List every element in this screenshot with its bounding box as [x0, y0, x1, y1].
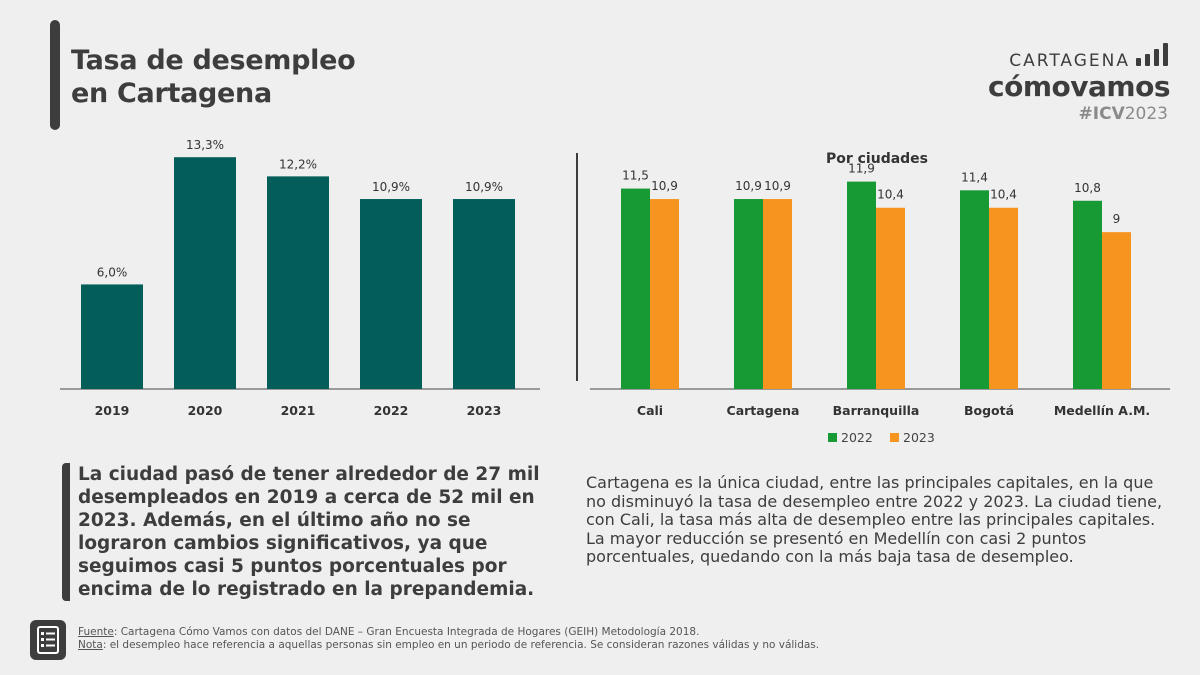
tick-label-Cartagena: Cartagena: [727, 403, 800, 418]
summary-text-right: Cartagena es la única ciudad, entre las …: [586, 473, 1163, 566]
data-label-Barranquilla-2022: 11,9: [848, 162, 875, 176]
bar-2020: [174, 157, 236, 389]
chart-title: Por ciudades: [826, 151, 928, 167]
source-label: Fuente: [78, 626, 114, 638]
bar-Bogotá-2023: [989, 207, 1018, 389]
legend-label-2022: 2022: [841, 430, 873, 445]
tick-label-Cali: Cali: [637, 403, 663, 418]
tick-label-2022: 2022: [374, 403, 409, 418]
bar-Barranquilla-2022: [847, 181, 876, 389]
data-label-Medellín A.M.-2022: 10,8: [1074, 181, 1101, 195]
footer-notes: Fuente: Cartagena Cómo Vamos con datos d…: [78, 626, 838, 652]
data-label-Medellín A.M.-2023: 9: [1113, 212, 1121, 226]
tick-label-2020: 2020: [188, 403, 223, 418]
bar-2022: [360, 199, 422, 389]
chart-divider: [576, 153, 578, 381]
source-note: Fuente: Cartagena Cómo Vamos con datos d…: [78, 626, 838, 639]
brand-hashtag: #ICV2023: [1079, 104, 1168, 124]
tick-label-2019: 2019: [95, 403, 130, 418]
signal-bars-icon: [1136, 42, 1170, 66]
tick-label-Barranquilla: Barranquilla: [833, 403, 920, 418]
note-text: : el desempleo hace referencia a aquella…: [102, 639, 820, 651]
data-label-Bogotá-2023: 10,4: [990, 188, 1017, 202]
bar-Bogotá-2022: [960, 190, 989, 389]
data-label-2023: 10,9%: [465, 180, 503, 194]
source-text: : Cartagena Cómo Vamos con datos del DAN…: [113, 626, 700, 638]
data-label-2021: 12,2%: [279, 157, 317, 171]
brand-hashtag-label: #ICV: [1078, 104, 1125, 124]
bar-Medellín A.M.-2022: [1073, 200, 1102, 389]
data-label-2020: 13,3%: [186, 140, 224, 152]
bar-2019: [81, 284, 143, 389]
tick-label-Bogotá: Bogotá: [964, 403, 1014, 418]
data-label-Cartagena-2022: 10,9: [735, 179, 762, 193]
brand-name: cómovamos: [988, 70, 1170, 103]
yearly-unemployment-chart: 6,0% 2019 13,3% 2020 12,2% 2021 10,9% 2022 10,9%…: [60, 140, 540, 418]
data-label-Cali-2023: 10,9: [651, 179, 678, 193]
bar-Barranquilla-2023: [876, 207, 905, 389]
data-label-2022: 10,9%: [372, 180, 410, 194]
note-label: Nota: [78, 639, 103, 651]
data-label-2019: 6,0%: [97, 265, 128, 279]
definition-note: Nota: el desempleo hace referencia a aqu…: [78, 639, 838, 652]
document-list-icon: [30, 620, 66, 660]
legend-swatch-2022: [828, 433, 837, 442]
bar-2021: [267, 176, 329, 389]
brand-logo: CARTAGENA cómovamos #ICV2023: [970, 40, 1170, 130]
brand-hashtag-year: 2023: [1124, 104, 1168, 124]
bar-Cali-2023: [650, 199, 679, 389]
title-accent-bar: [50, 20, 60, 130]
bar-2023: [453, 199, 515, 389]
summary-text-left: La ciudad pasó de tener alrededor de 27 …: [62, 463, 558, 601]
data-label-Barranquilla-2023: 10,4: [877, 188, 904, 202]
tick-label-2023: 2023: [467, 403, 502, 418]
page-title: Tasa de desempleo en Cartagena: [71, 44, 356, 110]
legend-label-2023: 2023: [903, 430, 935, 445]
page-title-line1: Tasa de desempleo: [71, 45, 356, 76]
data-label-Cartagena-2023: 10,9: [764, 179, 791, 193]
brand-city: CARTAGENA: [1009, 51, 1130, 71]
tick-label-Medellín A.M.: Medellín A.M.: [1054, 403, 1150, 418]
data-label-Cali-2022: 11,5: [622, 169, 649, 183]
legend-swatch-2023: [890, 433, 899, 442]
page-title-line2: en Cartagena: [71, 78, 272, 109]
bar-Cali-2022: [621, 188, 650, 389]
footer: Fuente: Cartagena Cómo Vamos con datos d…: [30, 620, 930, 670]
bar-Cartagena-2023: [763, 199, 792, 389]
bar-Cartagena-2022: [734, 199, 763, 389]
data-label-Bogotá-2022: 11,4: [961, 170, 988, 184]
bar-Medellín A.M.-2023: [1102, 232, 1131, 389]
tick-label-2021: 2021: [281, 403, 316, 418]
